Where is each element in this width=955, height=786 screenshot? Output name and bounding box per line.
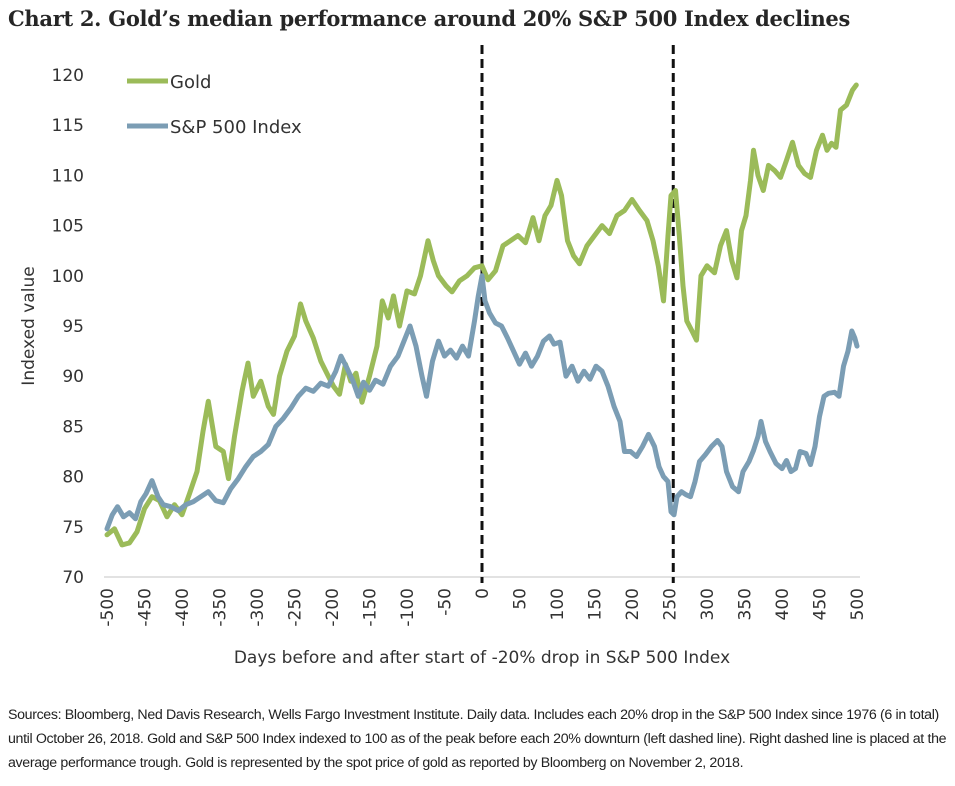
x-tick-label: 350	[736, 588, 756, 620]
x-tick-label: -500	[98, 588, 118, 627]
source-footnote: Sources: Bloomberg, Ned Davis Research, …	[8, 707, 947, 771]
y-tick-label: 110	[52, 166, 84, 186]
x-tick-label: 450	[811, 588, 831, 620]
x-tick-label: 400	[773, 588, 793, 620]
x-tick-label: 250	[661, 588, 681, 620]
legend-label-sp500: S&P 500 Index	[170, 117, 302, 138]
y-tick-label: 95	[62, 317, 84, 337]
x-tick-label: 0	[473, 588, 493, 599]
x-tick-label: -100	[398, 588, 418, 627]
x-tick-label: -250	[286, 588, 306, 627]
x-tick-label: 100	[548, 588, 568, 620]
y-tick-label: 85	[62, 417, 84, 437]
y-tick-label: 120	[52, 66, 84, 86]
y-tick-label: 100	[52, 267, 84, 287]
y-tick-label: 105	[52, 217, 84, 237]
y-tick-label: 80	[62, 468, 84, 488]
x-tick-label: 150	[586, 588, 606, 620]
y-tick-label: 90	[62, 367, 84, 387]
x-tick-label: -50	[436, 588, 456, 616]
y-axis-title: Indexed value	[19, 266, 39, 385]
reference-lines	[480, 45, 675, 583]
x-axis: -500 -450 -400 -350 -300 -250 -200 -150 -100 -50 0…	[98, 588, 868, 627]
x-tick-label: 500	[848, 588, 868, 620]
chart-title: Chart 2. Gold’s median performance aroun…	[8, 6, 851, 31]
x-tick-label: 50	[511, 588, 531, 610]
y-tick-label: 115	[52, 116, 84, 136]
y-tick-label: 70	[62, 568, 84, 588]
x-tick-label: -300	[248, 588, 268, 627]
x-tick-label: -200	[323, 588, 343, 627]
y-axis: 70 75 80 85 90 95 100 105 110 115 120	[52, 66, 84, 588]
x-tick-label: -450	[136, 588, 156, 627]
x-tick-label: -150	[361, 588, 381, 627]
x-axis-title: Days before and after start of -20% drop…	[234, 648, 730, 668]
x-tick-label: 200	[623, 588, 643, 620]
series-line-gold	[104, 82, 859, 548]
x-tick-label: 300	[698, 588, 718, 620]
series-line-sp500	[104, 273, 860, 532]
legend-label-gold: Gold	[170, 72, 211, 93]
series-group	[104, 82, 860, 548]
y-tick-label: 75	[62, 518, 84, 538]
x-tick-label: -350	[211, 588, 231, 627]
x-tick-label: -400	[173, 588, 193, 627]
legend: Gold S&P 500 Index	[127, 72, 302, 138]
